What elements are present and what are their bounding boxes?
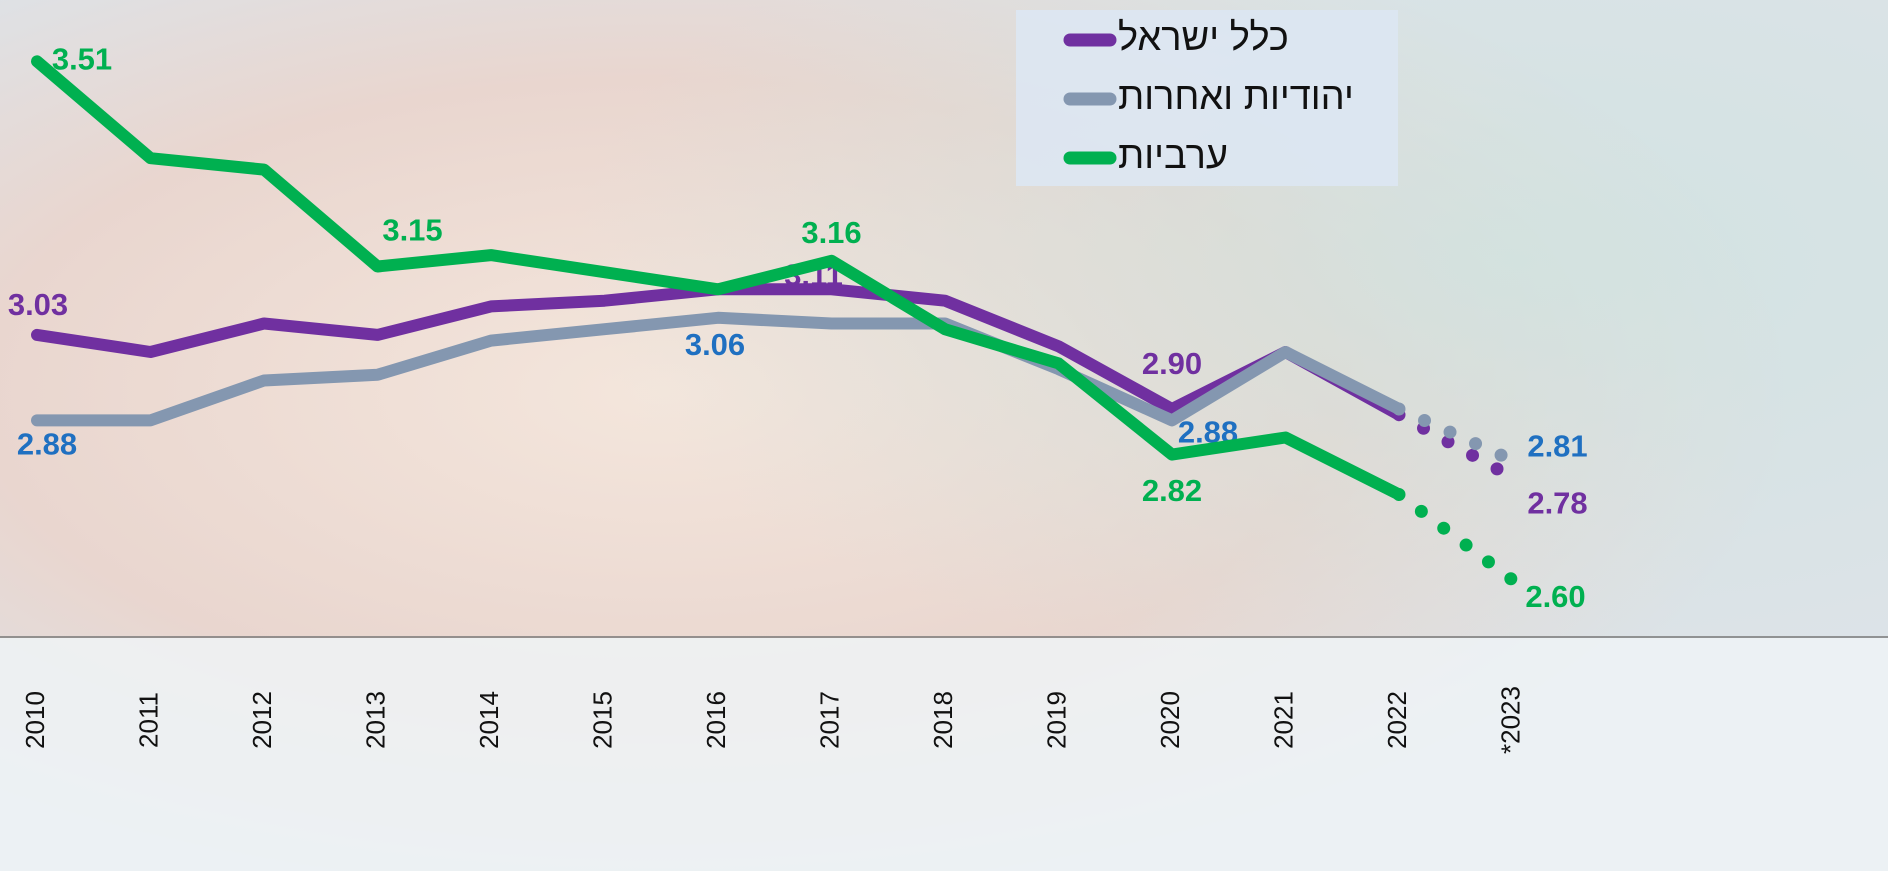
value-label: 3.03 [8,287,68,322]
x-tick-label: 2018 [928,691,958,749]
x-tick-label: *2023 [1495,686,1525,754]
legend-label: כלל ישראל [1118,17,1289,59]
value-label: 3.16 [801,215,861,250]
legend-label: יהודיות ואחרות [1118,76,1354,118]
value-label: 2.81 [1527,428,1587,463]
x-tick-label: 2019 [1041,691,1071,749]
series-line-projected [1392,402,1519,467]
value-label: 3.15 [382,213,442,248]
series-line [31,55,1405,501]
axis-band [0,638,1888,871]
plot: 2010 2011 2012 2013 2014 2015 2016 2017 2018 2019… [8,17,1588,754]
series-line [31,311,1405,427]
x-tick-label: 2011 [133,692,163,748]
x-tick-label: 2015 [587,691,617,749]
x-tick-label: 2014 [474,691,504,749]
series-line-projected [1392,408,1519,484]
value-label: 3.06 [685,327,745,362]
x-tick-label: 2013 [360,691,390,749]
series-line-projected [1392,488,1519,587]
x-tick-label: 2022 [1382,691,1412,749]
value-label: 2.90 [1142,346,1202,381]
legend-label: ערביות [1118,135,1228,177]
x-tick-label: 2010 [20,691,50,749]
value-label: 2.82 [1142,473,1202,508]
x-tick-label: 2017 [814,691,844,749]
x-tick-label: 2020 [1155,691,1185,749]
value-label: 2.60 [1525,579,1585,614]
value-label: 2.88 [17,427,77,462]
x-tick-label: 2012 [247,691,277,749]
x-tick-label: 2021 [1268,691,1298,749]
value-label: 3.51 [52,41,112,76]
value-label: 2.78 [1527,486,1587,521]
x-tick-label: 2016 [701,691,731,749]
